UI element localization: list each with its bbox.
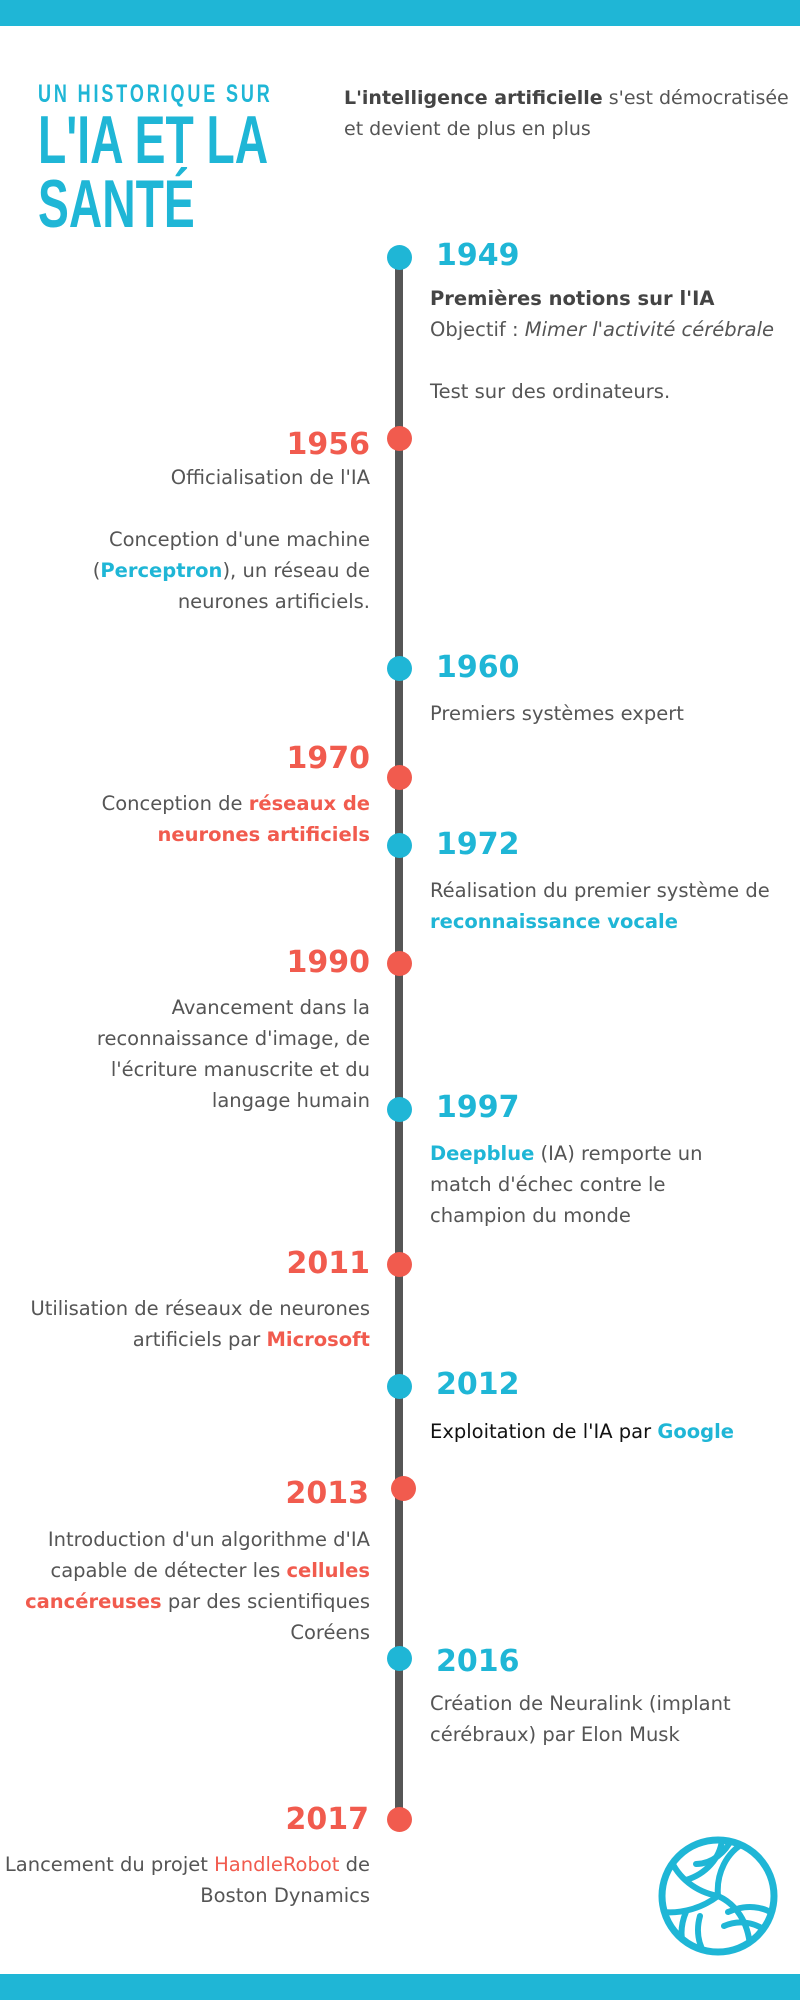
timeline-dot-1990 — [387, 951, 412, 976]
event-2013-after: par des scientifiques Coréens — [161, 1590, 370, 1644]
event-2011-text: Utilisation de réseaux de neurones artif… — [0, 1293, 370, 1355]
event-2017-after: de Boston Dynamics — [200, 1853, 370, 1907]
year-2012: 2012 — [436, 1367, 520, 1402]
cellules-highlight: cellules cancéreuses — [25, 1559, 370, 1613]
event-1997-text: Deepblue (IA) remporte un match d'échec … — [430, 1138, 730, 1231]
event-1956-before: Conception d'une machine ( — [92, 528, 370, 582]
event-1949-heading: Premières notions sur l'IA — [430, 287, 715, 310]
event-1956-para: Conception d'une machine (Perceptron), u… — [40, 524, 370, 617]
timeline-dot-1956 — [387, 426, 412, 451]
page-title: L'IA ET LA SANTÉ — [38, 102, 269, 242]
timeline-dot-1972 — [387, 833, 412, 858]
event-1970-text: Conception de réseaux de neurones artifi… — [40, 788, 370, 850]
timeline-dot-1960 — [387, 656, 412, 681]
event-1997-after: (IA) remporte un match d'échec contre le… — [430, 1142, 703, 1227]
intro-rest: s'est démocratisée et devient de plus en… — [344, 87, 789, 140]
event-2016-text: Création de Neuralink (implant cérébraux… — [430, 1692, 731, 1746]
timeline-dot-1997 — [387, 1097, 412, 1122]
year-2011: 2011 — [286, 1246, 371, 1281]
top-bar — [0, 0, 800, 26]
year-1990: 1990 — [286, 945, 371, 980]
google-highlight: Google — [657, 1420, 735, 1443]
microsoft-highlight: Microsoft — [266, 1328, 370, 1351]
year-1960: 1960 — [436, 650, 520, 685]
deepblue-highlight: Deepblue — [430, 1142, 535, 1165]
event-1949-note: Test sur des ordinateurs. — [430, 380, 671, 403]
title-line-2: SANTÉ — [38, 166, 195, 242]
intro-bold: L'intelligence artificielle — [344, 87, 603, 109]
year-1970: 1970 — [286, 741, 371, 776]
reseaux-highlight: réseaux de neurones artificiels — [157, 792, 370, 846]
timeline-dot-2016 — [387, 1646, 412, 1671]
year-2016: 2016 — [436, 1644, 520, 1679]
bottom-bar — [0, 1974, 800, 2000]
timeline-line — [395, 256, 403, 1822]
event-2012-before: Exploitation de l'IA par — [430, 1420, 658, 1443]
objectif-label: Objectif : — [430, 318, 525, 341]
event-1972-before: Réalisation du premier système de — [430, 879, 770, 902]
year-1972: 1972 — [436, 827, 520, 862]
event-2017-before: Lancement du projet — [4, 1853, 215, 1876]
volleyball-icon — [658, 1836, 778, 1956]
timeline-dot-1949 — [387, 245, 412, 270]
year-1956: 1956 — [286, 427, 371, 462]
event-2013-text: Introduction d'un algorithme d'IA capabl… — [20, 1524, 370, 1648]
event-1949-text: Premières notions sur l'IA Objectif : Mi… — [430, 283, 790, 407]
intro-text: L'intelligence artificielle s'est démocr… — [344, 83, 794, 145]
event-1970-before: Conception de — [101, 792, 249, 815]
timeline-dot-2013 — [391, 1476, 416, 1501]
timeline-dot-2011 — [387, 1252, 412, 1277]
event-1972-text: Réalisation du premier système de reconn… — [430, 875, 790, 937]
event-1990-text: Avancement dans la reconnaissance d'imag… — [96, 996, 370, 1112]
timeline-dot-2017 — [387, 1807, 412, 1832]
event-1956-line1: Officialisation de l'IA — [170, 466, 370, 489]
reconnaissance-highlight: reconnaissance vocale — [430, 910, 678, 933]
event-1956-text: Officialisation de l'IA Conception d'une… — [40, 462, 370, 617]
event-2012-text: Exploitation de l'IA par Google — [430, 1416, 790, 1447]
year-2013: 2013 — [285, 1476, 370, 1511]
handlerobot-highlight: HandleRobot — [214, 1853, 340, 1876]
year-1949: 1949 — [436, 238, 520, 273]
event-2013-before: Introduction d'un algorithme d'IA capabl… — [47, 1528, 370, 1582]
event-2017-text: Lancement du projet HandleRobot de Bosto… — [0, 1849, 370, 1911]
year-1997: 1997 — [436, 1090, 520, 1125]
timeline-dot-2012 — [387, 1374, 412, 1399]
objectif-value: Mimer l'activité cérébrale — [524, 318, 775, 341]
event-2011-before: Utilisation de réseaux de neurones artif… — [30, 1297, 370, 1351]
timeline-dot-1970 — [387, 765, 412, 790]
event-1956-after: ), un réseau de neurones artificiels. — [177, 559, 370, 613]
header-kicker: UN HISTORIQUE SUR — [38, 80, 273, 108]
year-2017: 2017 — [285, 1802, 370, 1837]
title-line-1: L'IA ET LA — [38, 102, 269, 178]
perceptron-highlight: Perceptron — [100, 559, 223, 582]
event-1960-text: Premiers systèmes expert — [430, 702, 684, 725]
event-1949-objectif: Objectif : Mimer l'activité cérébrale — [430, 314, 790, 345]
